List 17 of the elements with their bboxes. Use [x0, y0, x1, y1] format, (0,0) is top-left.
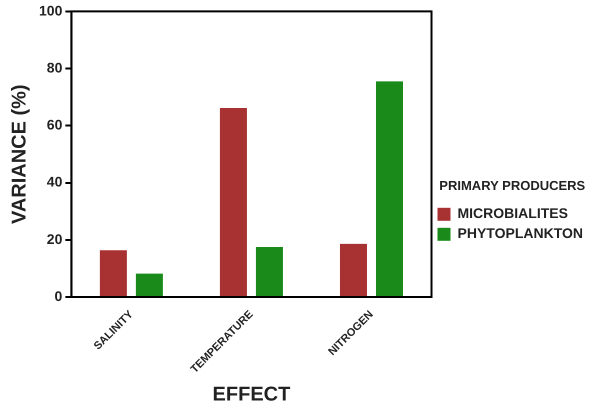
- bar: [100, 250, 127, 296]
- y-tick-label: 100: [39, 2, 63, 18]
- legend-label: MICROBIALITES: [458, 205, 568, 222]
- bar: [376, 81, 403, 296]
- y-tick-label: 40: [46, 174, 63, 190]
- y-tick-label: 20: [46, 230, 63, 247]
- y-tick-label: 80: [46, 59, 63, 76]
- y-axis-title: VARIANCE (%): [8, 84, 31, 224]
- bar: [256, 247, 283, 296]
- legend-label: PHYTOPLANKTON: [458, 225, 584, 242]
- bar: [136, 274, 163, 296]
- x-axis-title: EFFECT: [212, 384, 290, 406]
- bar: [220, 108, 247, 296]
- y-tick-label: 0: [54, 288, 63, 304]
- legend-title: PRIMARY PRODUCERS: [439, 178, 586, 193]
- y-tick-label: 60: [46, 116, 63, 133]
- bar: [340, 244, 367, 296]
